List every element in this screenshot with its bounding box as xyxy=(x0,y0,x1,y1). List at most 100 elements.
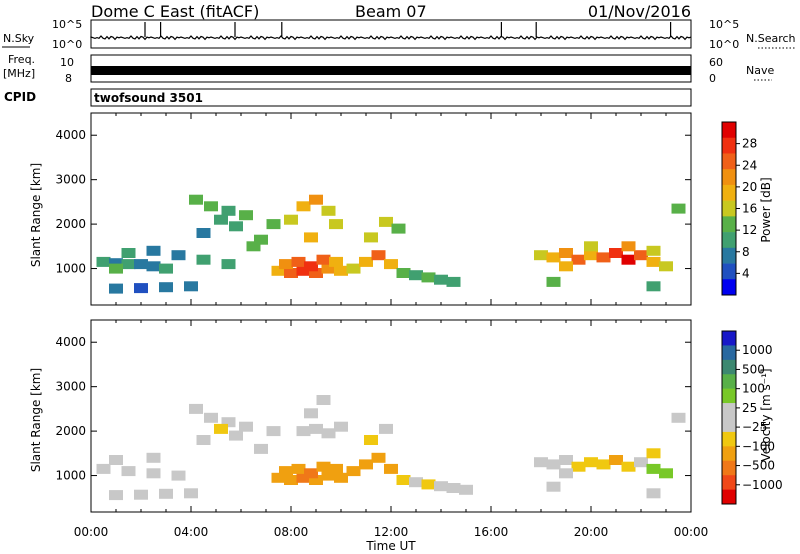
power-cell xyxy=(559,248,573,258)
velocity-cell xyxy=(379,423,393,434)
power-cell xyxy=(546,252,561,263)
power-cell xyxy=(246,241,261,252)
velocity-cell xyxy=(254,443,268,454)
nsky-label: N.Sky xyxy=(3,32,35,45)
velocity-colorbar-tick-label: 100 xyxy=(742,382,765,396)
velocity-cell xyxy=(621,461,636,472)
power-cell xyxy=(309,194,323,205)
cpid-frame xyxy=(90,88,692,107)
velocity-cell xyxy=(109,455,123,465)
velocity-cell xyxy=(384,463,398,474)
power-colorbar-segment xyxy=(722,153,736,170)
power-colorbar-tick-label: 8 xyxy=(742,245,750,259)
power-cell xyxy=(584,241,598,252)
velocity-colorbar-frame xyxy=(721,330,737,505)
power-cell xyxy=(171,250,186,261)
velocity-colorbar-tick-label: 25 xyxy=(742,401,757,415)
power-colorbar-segment xyxy=(722,232,736,249)
power-cell xyxy=(534,250,548,261)
power-cell xyxy=(239,210,253,221)
time-tick-label: 04:00 xyxy=(174,525,209,539)
time-tick-label: 00:00 xyxy=(74,525,109,539)
velocity-cell xyxy=(334,421,348,432)
velocity-cell xyxy=(421,479,436,490)
power-cell xyxy=(189,194,203,205)
time-axis: 00:00 04:00 08:00 12:00 16:00 20:00 00:00 xyxy=(74,525,709,539)
power-cell xyxy=(329,219,343,230)
power-cell xyxy=(446,276,461,287)
velocity-cell xyxy=(659,468,673,479)
power-cell xyxy=(109,258,123,269)
nave-label: Nave xyxy=(746,64,774,77)
velocity-cell xyxy=(534,457,548,468)
velocity-cell xyxy=(329,463,343,474)
velocity-cell xyxy=(646,488,661,499)
nsearch-tick-bottom: 10^0 xyxy=(709,38,739,51)
freq-panel: Freq. [MHz] 10 8 60 0 Nave xyxy=(3,53,774,85)
velocity-cell xyxy=(296,426,311,437)
nave-tick-top: 60 xyxy=(709,56,723,69)
power-cell xyxy=(254,234,268,245)
velocity-cell xyxy=(284,475,298,485)
velocity-colorbar-segment xyxy=(722,388,736,404)
velocity-cell xyxy=(309,475,323,485)
freq-unit: [MHz] xyxy=(3,67,35,80)
velocity-cell xyxy=(171,470,186,481)
velocity-colorbar-tick-label: −100 xyxy=(742,439,775,453)
velocity-cell xyxy=(546,481,561,492)
velocity-cell xyxy=(364,435,378,445)
velocity-cell xyxy=(434,481,448,492)
freq-band xyxy=(91,66,691,75)
power-cell xyxy=(571,254,586,265)
power-cell xyxy=(659,261,673,272)
velocity-colorbar-tick-label: 1000 xyxy=(742,343,773,357)
velocity-cell xyxy=(229,430,243,441)
velocity-colorbar-tick-label: −25 xyxy=(742,420,767,434)
velocity-cell xyxy=(446,483,461,493)
velocity-cell xyxy=(609,455,623,465)
velocity-cell xyxy=(239,421,253,432)
velocity-colorbar-tick-label: −500 xyxy=(742,459,775,473)
velocity-cell xyxy=(316,461,331,472)
velocity-cell xyxy=(321,428,336,439)
velocity-cell xyxy=(546,459,561,470)
power-cell xyxy=(284,214,298,225)
power-cell xyxy=(646,256,661,267)
velocity-colorbar-segment xyxy=(722,403,736,418)
velocity-ytick-label: 4000 xyxy=(55,335,86,349)
velocity-cell xyxy=(204,412,218,423)
power-cell xyxy=(296,201,311,212)
power-colorbar-tick-label: 12 xyxy=(742,223,757,237)
velocity-cell xyxy=(221,417,236,428)
velocity-ytick-label: 1000 xyxy=(55,469,86,483)
nsky-tick-bottom: 10^0 xyxy=(52,38,82,51)
time-tick-label: 20:00 xyxy=(574,525,609,539)
cpid-value: twofsound 3501 xyxy=(94,91,203,105)
power-cell xyxy=(121,259,136,270)
nsearch-label: N.Search xyxy=(746,32,796,45)
velocity-cell xyxy=(214,423,228,434)
velocity-yticks: 1000 2000 3000 4000 xyxy=(55,320,692,512)
cpid-panel: CPID twofsound 3501 xyxy=(4,88,692,107)
velocity-cell xyxy=(121,466,136,477)
power-cell xyxy=(621,254,636,265)
power-cell xyxy=(371,250,386,261)
power-cell xyxy=(559,261,573,272)
cpid-label: CPID xyxy=(4,90,36,104)
velocity-cell xyxy=(459,484,473,495)
time-tick-label: 12:00 xyxy=(374,525,409,539)
power-panel: 1000 2000 3000 4000 Slant Range [km] xyxy=(29,112,692,306)
nsky-trace xyxy=(90,22,692,41)
power-cell xyxy=(204,201,218,212)
power-cell xyxy=(271,265,286,276)
velocity-cell xyxy=(596,459,611,470)
power-cell xyxy=(296,265,311,276)
velocity-colorbar-segment xyxy=(722,417,736,433)
velocity-cell xyxy=(671,412,686,423)
velocity-cell xyxy=(396,475,411,485)
velocity-cell xyxy=(296,472,311,483)
velocity-cell xyxy=(409,477,423,488)
velocity-cell xyxy=(584,457,598,468)
velocity-colorbar-segment xyxy=(722,446,736,462)
